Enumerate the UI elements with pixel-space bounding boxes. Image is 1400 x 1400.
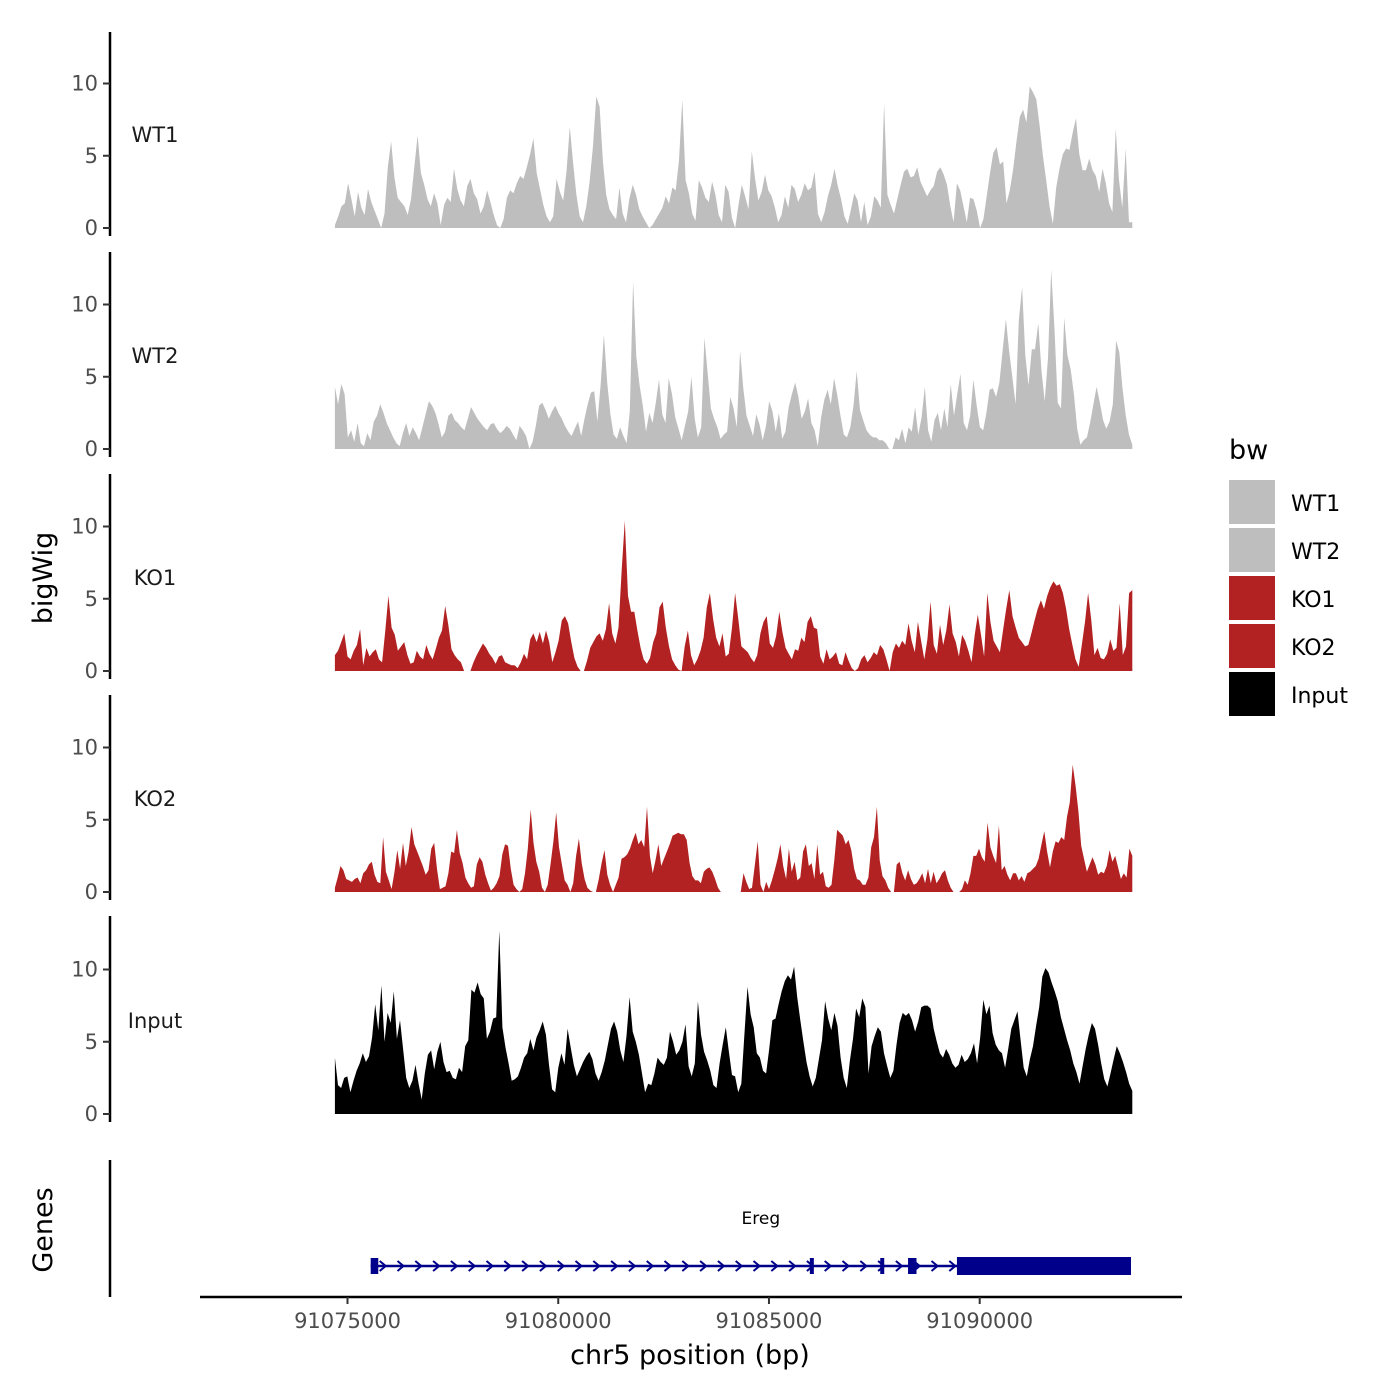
gene-exon [956,1257,1132,1275]
track-label-input: Input [128,1009,182,1033]
y-tick-label: 0 [85,437,98,461]
strand-arrow [396,1260,406,1272]
track-wt2: 0 5 10 WT2 [71,252,1133,461]
legend-label-wt2: WT2 [1291,540,1340,565]
track-label-ko1: KO1 [134,566,177,590]
legend-swatch-wt1 [1229,480,1275,524]
strand-arrow [699,1260,708,1272]
strand-arrow [503,1260,512,1272]
strand-arrow [895,1260,904,1272]
tracks-layer: 0 5 10 WT1 0 5 10 WT2 0 5 10 KO1 0 5 10 KO2 0 5 10 Input [71,32,1133,1126]
coverage-area-ko2 [334,764,1133,892]
track-label-wt1: WT1 [132,123,179,147]
y-tick-label: 0 [85,1102,98,1126]
strand-arrow [521,1260,530,1272]
strand-arrow [557,1260,566,1272]
y-tick-label: 0 [85,659,98,683]
legend-swatch-ko1 [1229,576,1275,620]
y-tick-label: 10 [71,515,98,539]
legend: bw WT1 WT2 KO1 KO2 Input [1229,435,1348,716]
legend-swatch-input [1229,672,1275,716]
track-ko1: 0 5 10 KO1 [71,474,1133,683]
track-input: 0 5 10 Input [71,916,1133,1126]
genes-layer: Ereg [108,1160,1132,1297]
x-tick-label: 91085000 [716,1309,823,1333]
y-tick-label: 10 [71,72,98,96]
y-tick-label: 5 [85,587,98,611]
legend-swatch-wt2 [1229,528,1275,572]
strand-arrow [735,1260,744,1272]
strand-arrow [681,1260,690,1272]
y-axis-title: bigWig [28,532,59,625]
coverage-area-ko1 [334,520,1133,671]
y-tick-label: 0 [85,880,98,904]
strand-arrow [450,1260,459,1272]
strand-arrow [841,1260,851,1272]
strand-arrow [592,1260,601,1272]
gene-exon [809,1258,814,1274]
legend-swatch-ko2 [1229,624,1275,668]
track-ko2: 0 5 10 KO2 [71,695,1133,904]
coverage-area-wt2 [334,269,1133,449]
gene-name-label: Ereg [742,1209,781,1229]
strand-arrow [824,1260,833,1272]
y-tick-label: 0 [85,216,98,240]
coverage-area-wt1 [334,86,1133,229]
y-tick-label: 10 [71,736,98,760]
y-tick-label: 10 [71,958,98,982]
strand-arrow [628,1260,637,1272]
x-tick-label: 91080000 [505,1309,612,1333]
legend-label-ko2: KO2 [1291,636,1336,661]
strand-arrow [468,1260,477,1272]
y-tick-label: 5 [85,808,98,832]
strand-arrow [788,1260,797,1272]
x-tick-label: 91090000 [926,1309,1033,1333]
strand-arrow [646,1260,655,1272]
strand-arrow [379,1260,388,1272]
strand-arrow [930,1260,940,1272]
strand-arrow [574,1260,584,1272]
track-label-wt2: WT2 [132,344,179,368]
x-tick-label: 91075000 [294,1309,401,1333]
strand-arrow [663,1260,673,1272]
strand-arrow [485,1260,495,1272]
strand-arrow [770,1260,779,1272]
strand-arrow [539,1260,548,1272]
strand-arrow [610,1260,619,1272]
track-label-ko2: KO2 [134,787,177,811]
strand-arrow [752,1260,762,1272]
strand-arrow [948,1260,957,1272]
x-axis: 91075000 91080000 91085000 91090000 [200,1295,1182,1333]
x-axis-title: chr5 position (bp) [570,1340,810,1371]
legend-label-ko1: KO1 [1291,588,1336,613]
strand-arrow [432,1260,441,1272]
y-tick-label: 5 [85,144,98,168]
genes-axis-title: Genes [28,1187,59,1272]
legend-label-wt1: WT1 [1291,492,1340,517]
y-tick-label: 5 [85,1030,98,1054]
strand-arrow [859,1260,868,1272]
track-wt1: 0 5 10 WT1 [71,32,1133,240]
strand-arrow [414,1260,423,1272]
y-tick-label: 5 [85,365,98,389]
gene-exon [908,1258,917,1274]
strand-arrow [717,1260,726,1272]
coverage-area-input [334,930,1133,1114]
y-tick-label: 10 [71,293,98,317]
gene-exon [880,1258,885,1274]
legend-label-input: Input [1291,684,1348,709]
legend-title: bw [1229,435,1268,466]
gene-exon [370,1258,379,1274]
